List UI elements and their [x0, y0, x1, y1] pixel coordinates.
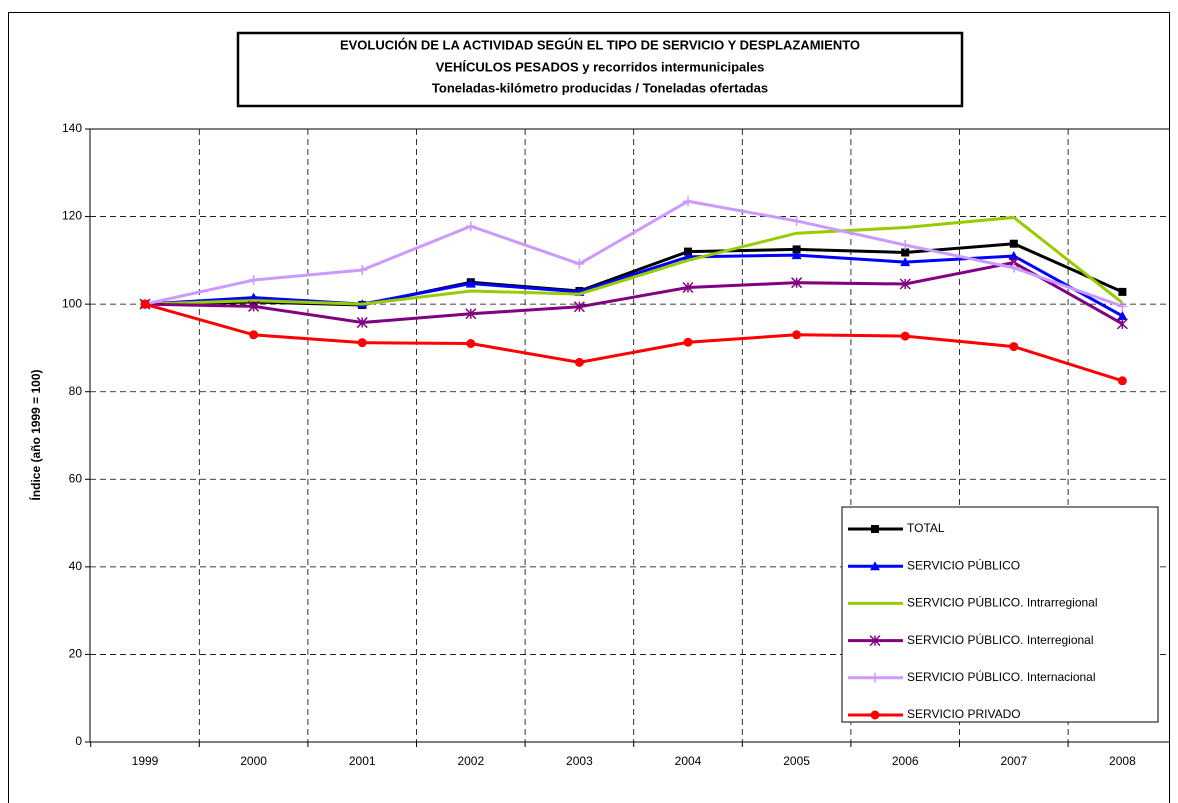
x-tick-label: 2007	[1000, 754, 1027, 768]
x-tick-label: 2004	[675, 754, 702, 768]
marker	[682, 281, 694, 294]
marker	[573, 301, 585, 313]
chart-frame	[8, 12, 1170, 803]
marker	[1118, 287, 1127, 296]
x-tick-label: 2008	[1109, 754, 1136, 768]
marker	[792, 330, 802, 340]
marker	[465, 221, 476, 232]
series-line	[144, 302, 1123, 383]
marker	[465, 308, 477, 320]
marker	[1009, 239, 1018, 248]
marker	[900, 331, 910, 341]
marker	[684, 247, 692, 256]
marker	[1116, 318, 1128, 330]
marker	[574, 357, 584, 367]
marker	[465, 278, 476, 288]
marker	[791, 215, 802, 226]
x-tick-label: 2000	[240, 754, 267, 768]
legend-box	[841, 506, 1159, 723]
x-tick-label: 2003	[566, 754, 593, 768]
marker	[683, 196, 693, 207]
marker	[791, 250, 802, 260]
y-tick-label: 20	[69, 647, 83, 661]
legend-label: SERVICIO PÚBLICO. Intrarregional	[907, 595, 1098, 610]
x-tick-label: 2005	[783, 754, 810, 768]
chart-title: EVOLUCIÓN DE LA ACTIVIDAD SEGÚN EL TIPO …	[340, 37, 860, 52]
marker	[1117, 310, 1128, 320]
x-tick-label: 2002	[457, 754, 484, 768]
y-tick-label: 120	[62, 209, 82, 223]
marker	[870, 561, 880, 571]
y-tick-label: 100	[62, 296, 82, 310]
marker	[1009, 342, 1019, 352]
marker	[870, 672, 880, 683]
marker	[900, 257, 911, 267]
y-tick-label: 40	[69, 559, 83, 573]
legend-label: TOTAL	[907, 521, 945, 535]
marker	[1008, 262, 1019, 273]
y-axis-label: Índice (año 1999 = 100)	[28, 369, 43, 500]
y-tick-label: 0	[75, 734, 82, 748]
legend-label: SERVICIO PRIVADO	[907, 707, 1021, 721]
marker	[357, 264, 368, 275]
marker	[683, 337, 693, 347]
legend-label: SERVICIO PÚBLICO. Internacional	[907, 669, 1096, 684]
marker	[356, 317, 368, 329]
marker	[871, 525, 879, 533]
series-line	[144, 253, 1124, 318]
marker	[466, 339, 476, 349]
marker	[869, 635, 881, 647]
chart-title: Toneladas-kilómetro producidas / Tonelad…	[432, 80, 768, 95]
series-line	[144, 260, 1124, 326]
marker	[1008, 250, 1019, 260]
marker	[791, 277, 803, 289]
marker	[1117, 376, 1127, 386]
marker	[249, 330, 259, 340]
marker	[792, 245, 801, 254]
legend-label: SERVICIO PÚBLICO. Interregional	[907, 632, 1094, 647]
marker	[248, 300, 260, 312]
x-tick-label: 2001	[349, 754, 376, 768]
marker	[140, 299, 150, 309]
chart-title: VEHÍCULOS PESADOS y recorridos intermuni…	[436, 59, 765, 74]
marker	[574, 258, 585, 269]
marker	[899, 278, 911, 290]
marker	[870, 710, 880, 720]
y-tick-label: 60	[69, 471, 83, 485]
marker	[248, 275, 259, 286]
y-tick-label: 80	[69, 384, 83, 398]
legend-label: SERVICIO PÚBLICO	[907, 557, 1020, 572]
series-line	[144, 199, 1123, 308]
title-box	[236, 31, 964, 108]
marker	[901, 248, 910, 257]
x-tick-label: 1999	[132, 754, 159, 768]
marker	[1117, 301, 1128, 312]
series-line	[144, 215, 1124, 306]
marker	[357, 338, 367, 348]
marker	[900, 240, 911, 251]
x-tick-label: 2006	[892, 754, 919, 768]
y-tick-label: 140	[62, 121, 82, 135]
